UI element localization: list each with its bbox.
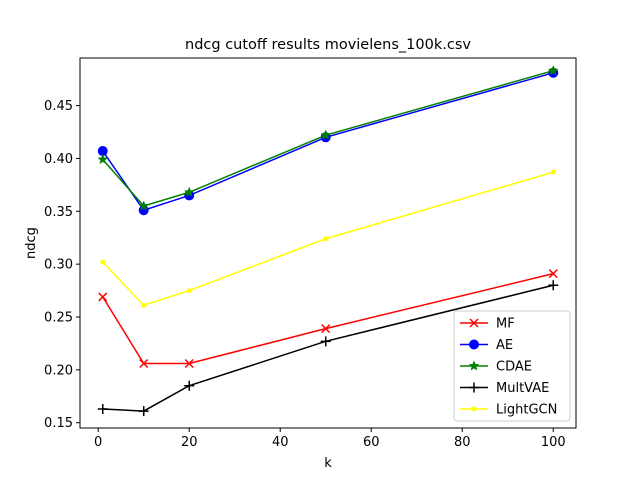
- x-tick-label: 60: [363, 435, 380, 450]
- y-tick-label: 0.40: [44, 152, 73, 167]
- series-lightgcn: [100, 169, 556, 308]
- y-tick-label: 0.20: [44, 363, 73, 378]
- data-point-cdae: [183, 186, 195, 197]
- data-point-lightgcn: [186, 288, 192, 294]
- data-point-lightgcn: [100, 259, 106, 265]
- legend-box: [453, 310, 571, 422]
- data-point-multvae: [320, 336, 331, 347]
- y-tick-label: 0.30: [44, 258, 73, 273]
- x-tick-label: 20: [181, 435, 198, 450]
- legend-label-lightgcn: LightGCN: [496, 403, 557, 418]
- data-point-multvae: [138, 406, 149, 417]
- data-point-multvae: [184, 380, 195, 391]
- x-tick-label: 100: [541, 435, 566, 450]
- data-point-mf: [139, 358, 149, 369]
- legend-label-ae: AE: [496, 338, 513, 353]
- data-point-cdae: [320, 129, 332, 140]
- plot-area: [97, 65, 559, 417]
- data-point-mf: [184, 358, 194, 369]
- data-point-lightgcn: [141, 302, 147, 308]
- data-point-lightgcn: [323, 236, 329, 242]
- legend-marker-multvae: [469, 382, 479, 393]
- data-point-multvae: [548, 280, 559, 291]
- x-axis: 0 20 40 60 80 100: [94, 428, 566, 450]
- legend-item-multvae: MultVAE: [460, 381, 549, 396]
- data-point-cdae: [138, 200, 150, 211]
- legend-label-mf: MF: [496, 317, 515, 332]
- data-point-mf: [548, 269, 558, 279]
- series-mf: [98, 269, 558, 369]
- data-point-mf: [321, 324, 331, 334]
- x-axis-label: k: [324, 456, 332, 471]
- legend-marker-ae: [469, 339, 479, 350]
- legend-label-multvae: MultVAE: [496, 381, 549, 396]
- legend-label-cdae: CDAE: [496, 360, 532, 375]
- y-tick-label: 0.15: [44, 416, 73, 431]
- series-ae: [97, 67, 559, 216]
- data-point-cdae: [97, 153, 109, 165]
- chart-title: ndcg cutoff results movielens_100k.csv: [185, 37, 471, 53]
- legend-marker-lightgcn: [471, 406, 477, 412]
- data-point-lightgcn: [550, 169, 556, 175]
- y-tick-label: 0.25: [44, 311, 73, 326]
- x-tick-label: 0: [94, 435, 102, 450]
- data-point-mf: [98, 292, 108, 302]
- y-axis-label: ndcg: [24, 227, 39, 259]
- series-multvae: [97, 280, 559, 417]
- plot-frame: [79, 57, 577, 429]
- legend-marker-mf: [469, 318, 479, 328]
- legend-item-lightgcn: LightGCN: [460, 403, 557, 418]
- y-tick-label: 0.35: [44, 205, 73, 220]
- data-point-cdae: [547, 65, 559, 76]
- legend-item-cdae: CDAE: [460, 360, 532, 375]
- data-point-multvae: [97, 403, 108, 414]
- series-cdae: [97, 65, 559, 211]
- legend: MF AE CDAE MultVAE LightGCN: [453, 310, 571, 422]
- x-tick-label: 40: [272, 435, 289, 450]
- y-tick-label: 0.45: [44, 99, 73, 114]
- legend-item-mf: MF: [460, 317, 515, 332]
- legend-marker-cdae: [468, 360, 480, 371]
- y-axis: 0.15 0.20 0.25 0.30 0.35 0.40 0.45: [44, 99, 80, 431]
- legend-item-ae: AE: [460, 338, 513, 353]
- x-tick-label: 80: [454, 435, 471, 450]
